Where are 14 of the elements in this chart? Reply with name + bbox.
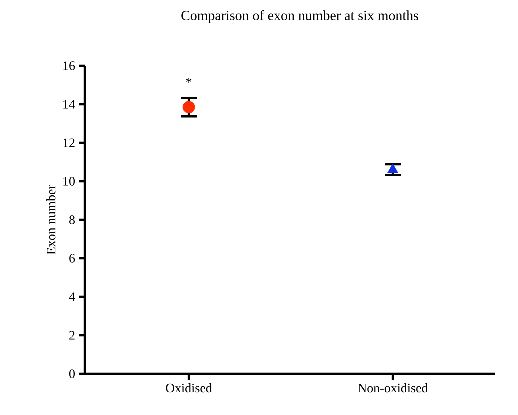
annotation: * — [186, 78, 192, 83]
y-tick-label: 6 — [70, 254, 76, 263]
x-tick-label: Non-oxidised — [358, 384, 428, 393]
y-tick-label: 16 — [64, 62, 76, 70]
y-tick-label: 0 — [70, 370, 75, 378]
chart-title: Comparison of exon number at six months — [182, 10, 418, 24]
y-tick-label: 4 — [69, 292, 76, 302]
x-tick-label: Oxidised — [166, 384, 212, 393]
y-tick-label: 10 — [64, 177, 75, 186]
y-tick-label: 12 — [64, 138, 75, 148]
y-axis-title: Exon number — [46, 185, 56, 255]
y-tick-label: 2 — [70, 331, 75, 340]
y-tick-label: 14 — [64, 100, 76, 109]
y-tick-label: 8 — [70, 216, 75, 224]
